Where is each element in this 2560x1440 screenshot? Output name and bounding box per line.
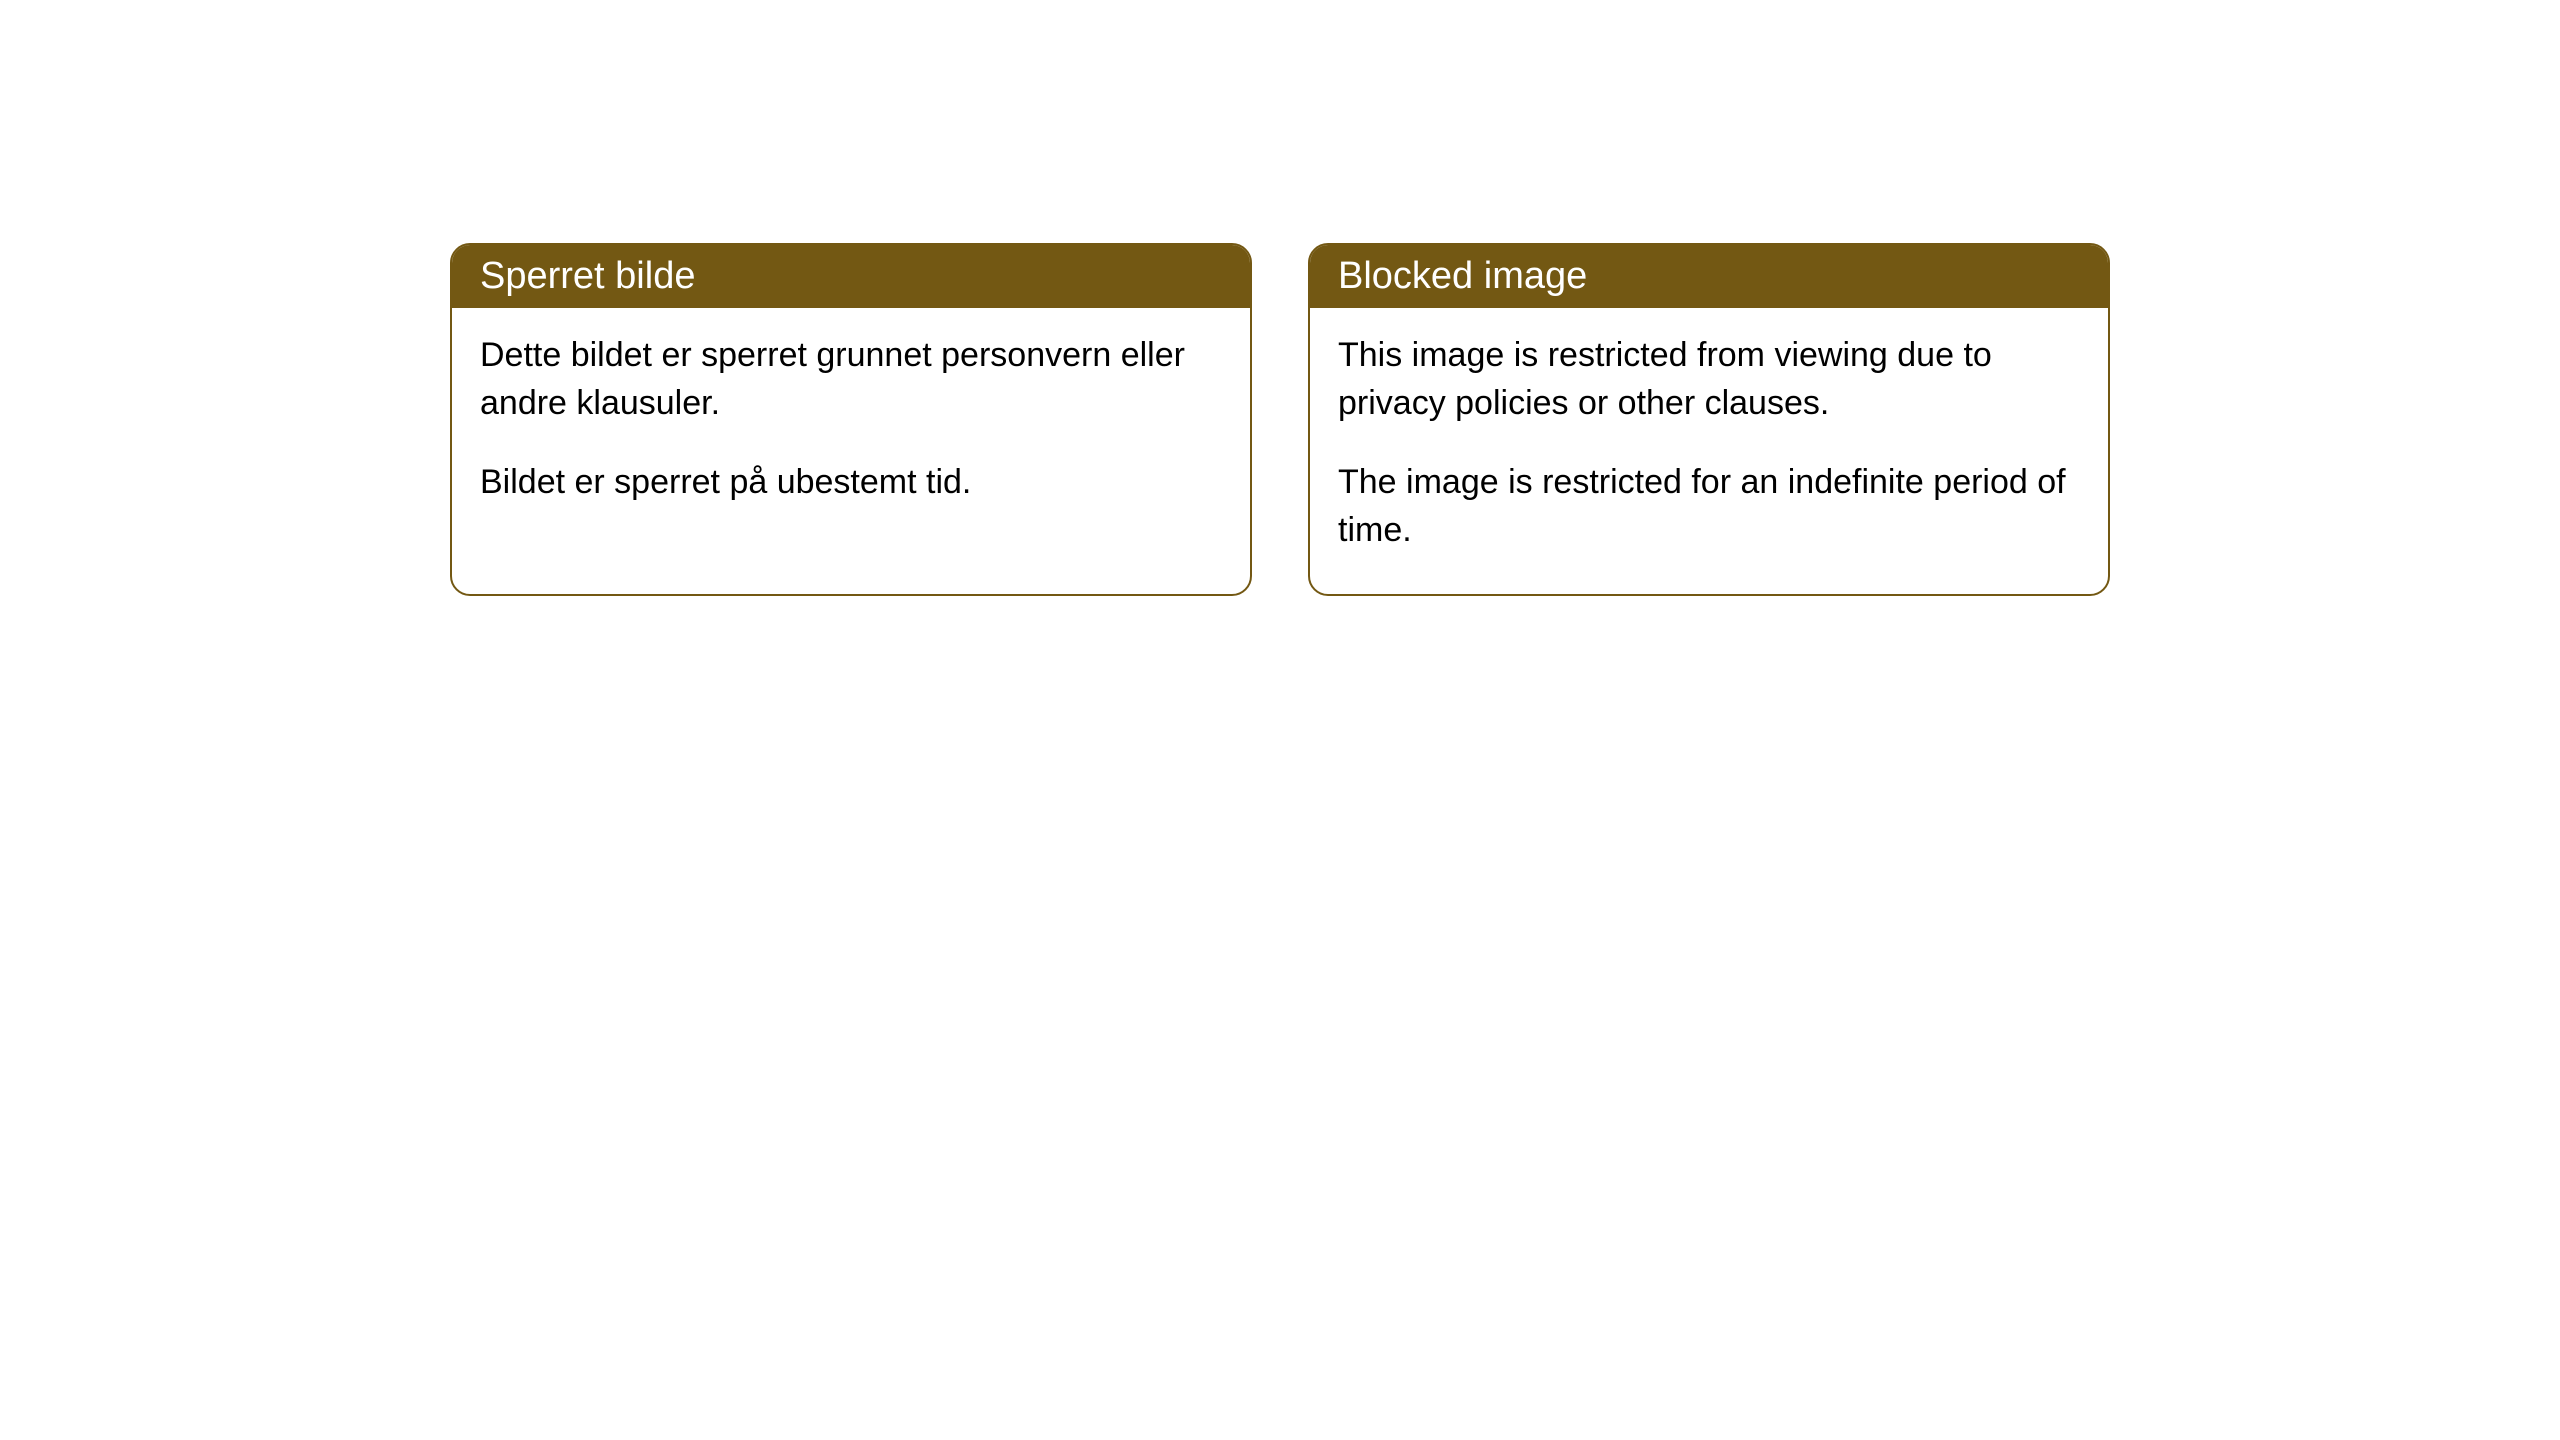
card-paragraph-1: This image is restricted from viewing du… <box>1338 332 2080 427</box>
card-paragraph-1: Dette bildet er sperret grunnet personve… <box>480 332 1222 427</box>
blocked-image-card-norwegian: Sperret bilde Dette bildet er sperret gr… <box>450 243 1252 596</box>
card-header: Blocked image <box>1310 245 2108 308</box>
blocked-image-card-english: Blocked image This image is restricted f… <box>1308 243 2110 596</box>
card-body: This image is restricted from viewing du… <box>1310 308 2108 594</box>
card-paragraph-2: Bildet er sperret på ubestemt tid. <box>480 459 1222 507</box>
card-title: Blocked image <box>1338 255 1587 297</box>
card-body: Dette bildet er sperret grunnet personve… <box>452 308 1250 547</box>
card-paragraph-2: The image is restricted for an indefinit… <box>1338 459 2080 554</box>
card-title: Sperret bilde <box>480 255 695 297</box>
card-header: Sperret bilde <box>452 245 1250 308</box>
cards-container: Sperret bilde Dette bildet er sperret gr… <box>450 243 2110 596</box>
